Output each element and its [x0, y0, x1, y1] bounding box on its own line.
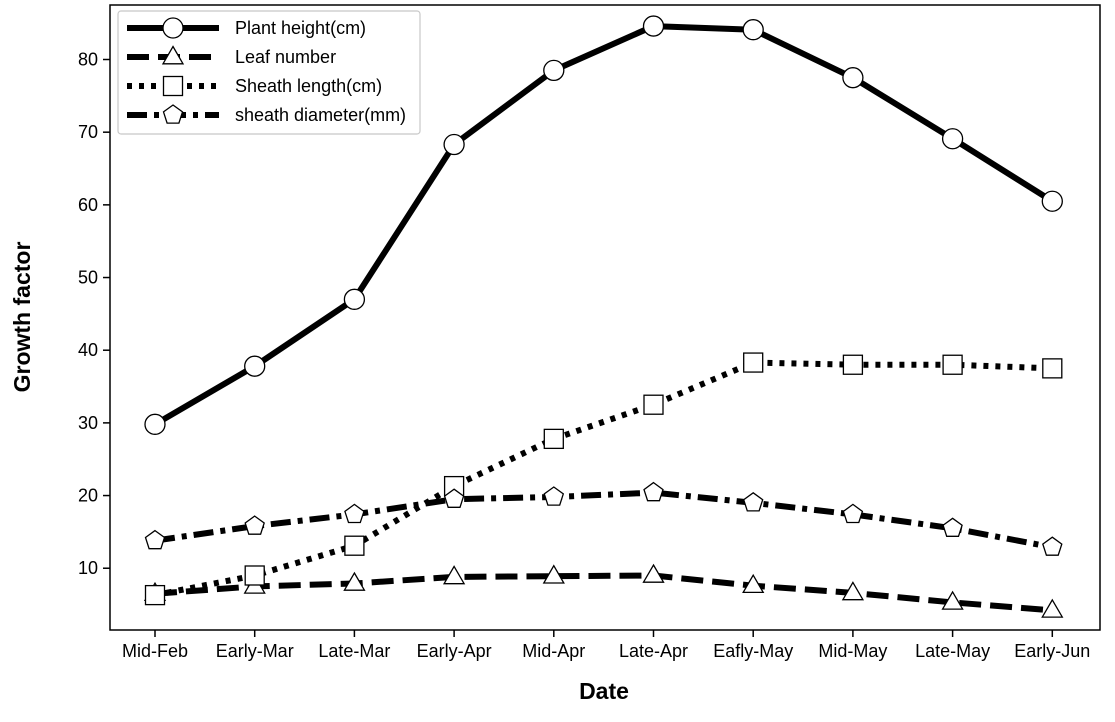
legend-marker-leaf-number — [161, 45, 185, 65]
y-tick-label: 40 — [78, 340, 98, 360]
data-point-leaf-number — [442, 565, 466, 585]
x-axis-title: Date — [579, 678, 629, 704]
data-point-leaf-number — [1041, 598, 1064, 618]
x-tick-label: Mid-Feb — [122, 641, 188, 661]
data-point-sheath-diameter-mm — [643, 481, 664, 502]
data-point-sheath-diameter-mm — [244, 515, 265, 535]
series-line-leaf-number — [154, 572, 1053, 614]
data-point-sheath-diameter-mm — [842, 503, 864, 524]
data-point-sheath-diameter-mm — [1042, 536, 1063, 556]
data-point-plant-height-cm — [543, 59, 565, 82]
y-tick-label: 30 — [78, 413, 98, 433]
legend-marker-sheath-length-cm — [162, 75, 184, 97]
y-tick-label: 50 — [78, 268, 98, 288]
data-point-plant-height-cm — [1041, 190, 1063, 212]
legend-label-leaf-number: Leaf number — [235, 47, 336, 67]
data-point-sheath-length-cm — [643, 394, 664, 415]
y-axis-title: Growth factor — [9, 242, 35, 393]
data-point-sheath-diameter-mm — [443, 488, 465, 508]
series-line-plant-height-cm — [153, 23, 1054, 427]
data-point-sheath-diameter-mm — [144, 529, 166, 550]
data-point-sheath-length-cm — [344, 535, 365, 556]
plot-area: 10 20 30 40 50 60 70 80 Mid-Feb Early-Mar Late-Mar… — [78, 15, 1090, 661]
legend-box — [117, 10, 421, 135]
data-point-plant-height-cm — [642, 15, 665, 37]
y-tick-label: 20 — [78, 486, 98, 506]
data-point-sheath-diameter-mm — [942, 517, 963, 537]
data-point-plant-height-cm — [244, 355, 266, 377]
data-point-sheath-diameter-mm — [742, 491, 764, 512]
data-point-plant-height-cm — [941, 128, 964, 150]
legend-marker-plant-height-cm — [162, 17, 184, 39]
x-tick-label: Early-Apr — [417, 641, 492, 661]
data-point-sheath-length-cm — [1042, 358, 1063, 379]
x-tick-label: Eafly-May — [713, 641, 793, 661]
data-point-leaf-number — [642, 563, 665, 583]
y-tick-label: 80 — [78, 50, 98, 70]
data-point-plant-height-cm — [842, 67, 864, 89]
data-point-sheath-diameter-mm — [344, 503, 365, 524]
data-point-plant-height-cm — [144, 413, 166, 435]
data-point-sheath-length-cm — [244, 565, 265, 586]
series-line-sheath-diameter-mm — [154, 489, 1053, 551]
x-tick-label: Late-Mar — [318, 641, 390, 661]
data-point-plant-height-cm — [443, 133, 465, 156]
data-point-sheath-length-cm — [743, 352, 764, 373]
data-point-leaf-number — [841, 581, 865, 601]
data-point-sheath-length-cm — [543, 428, 564, 450]
data-point-sheath-length-cm — [942, 354, 963, 375]
data-point-sheath-diameter-mm — [543, 486, 565, 506]
data-point-plant-height-cm — [343, 288, 366, 310]
x-tick-label: Early-Mar — [216, 641, 294, 661]
y-tick-label: 60 — [78, 195, 98, 215]
y-tick-label: 70 — [78, 122, 98, 142]
data-point-plant-height-cm — [742, 19, 764, 41]
legend: Plant height(cm) Leaf number Sheath length… — [117, 10, 421, 135]
data-point-leaf-number — [742, 573, 765, 594]
legend-marker-sheath-diameter-mm — [162, 104, 184, 124]
x-tick-label: Mid-May — [818, 641, 887, 661]
x-tick-label: Late-May — [915, 641, 990, 661]
series-line-sheath-length-cm — [154, 359, 1053, 599]
legend-label-plant-height-cm: Plant height(cm) — [235, 18, 366, 38]
data-point-leaf-number — [941, 590, 964, 610]
plot-frame — [109, 4, 1101, 631]
data-point-sheath-length-cm — [842, 354, 864, 375]
x-tick-label: Mid-Apr — [522, 641, 585, 661]
legend-label-sheath-diameter-mm: sheath diameter(mm) — [235, 105, 406, 125]
data-point-leaf-number — [542, 564, 565, 584]
x-tick-label: Early-Jun — [1014, 641, 1090, 661]
x-tick-label: Late-Apr — [619, 641, 688, 661]
data-point-sheath-length-cm — [144, 584, 166, 606]
legend-label-sheath-length-cm: Sheath length(cm) — [235, 76, 382, 96]
data-point-leaf-number — [343, 571, 366, 591]
y-tick-label: 10 — [78, 558, 98, 578]
